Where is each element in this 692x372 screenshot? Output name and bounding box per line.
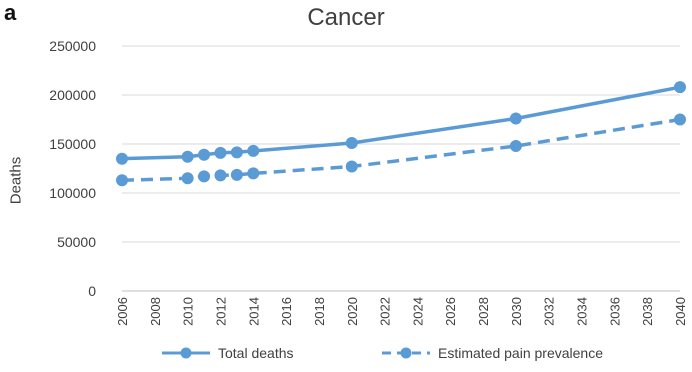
legend-label-total-deaths: Total deaths: [218, 345, 294, 361]
x-tick-label: 2022: [378, 297, 393, 326]
data-point-0-2: [198, 148, 211, 161]
x-tick-label: 2012: [213, 297, 228, 326]
chart-title: Cancer: [307, 4, 385, 31]
y-axis-ticks: 0 50000 100000 150000 200000 250000: [49, 38, 96, 299]
data-point-1-6: [345, 160, 358, 173]
data-point-0-1: [181, 150, 194, 163]
data-point-1-5: [247, 167, 260, 180]
data-point-1-8: [674, 113, 686, 126]
y-tick-label: 250000: [49, 38, 96, 54]
legend-swatch-dashed: [382, 347, 430, 359]
x-tick-label: 2016: [279, 297, 294, 326]
data-point-0-5: [247, 144, 260, 157]
x-tick-label: 2030: [509, 297, 524, 326]
legend-item-pain-prevalence: Estimated pain prevalence: [380, 345, 603, 361]
data-point-0-8: [674, 81, 686, 94]
x-tick-label: 2006: [115, 297, 130, 326]
x-tick-label: 2028: [476, 297, 491, 326]
x-tick-label: 2038: [640, 297, 655, 326]
legend-label-pain-prevalence: Estimated pain prevalence: [438, 345, 603, 361]
x-tick-label: 2014: [246, 297, 261, 326]
x-tick-label: 2024: [410, 297, 425, 326]
data-point-0-4: [230, 146, 243, 159]
data-point-1-1: [181, 172, 194, 185]
series-layer: [116, 81, 686, 187]
y-tick-label: 200000: [49, 87, 96, 103]
x-tick-label: 2034: [575, 297, 590, 326]
data-point-1-2: [198, 170, 211, 183]
data-point-0-3: [214, 146, 227, 159]
x-tick-label: 2040: [673, 297, 688, 326]
legend-swatch-solid: [162, 347, 210, 359]
data-point-0-7: [509, 112, 522, 125]
data-point-0-6: [345, 137, 358, 150]
x-tick-label: 2010: [181, 297, 196, 326]
x-tick-label: 2036: [607, 297, 622, 326]
y-tick-label: 50000: [57, 234, 96, 250]
y-tick-label: 100000: [49, 185, 96, 201]
x-tick-label: 2008: [148, 297, 163, 326]
data-point-1-7: [509, 139, 522, 152]
x-tick-label: 2026: [443, 297, 458, 326]
gridlines: [122, 45, 680, 292]
y-tick-label: 0: [88, 283, 96, 299]
data-point-1-0: [116, 174, 128, 187]
legend: Total deaths Estimated pain prevalence: [0, 345, 692, 369]
legend-item-total-deaths: Total deaths: [160, 345, 294, 361]
x-tick-label: 2018: [312, 297, 327, 326]
panel-letter: a: [4, 0, 17, 25]
y-tick-label: 150000: [49, 136, 96, 152]
x-tick-label: 2020: [345, 297, 360, 326]
series-line-0: [121, 85, 681, 161]
data-point-1-3: [214, 169, 227, 182]
x-tick-label: 2032: [542, 297, 557, 326]
data-point-1-4: [230, 168, 243, 181]
x-axis-ticks: 2006 2008 2010 2012 2014 2016 2018 2020 2022 2024…: [115, 297, 688, 326]
data-point-0-0: [116, 152, 128, 165]
